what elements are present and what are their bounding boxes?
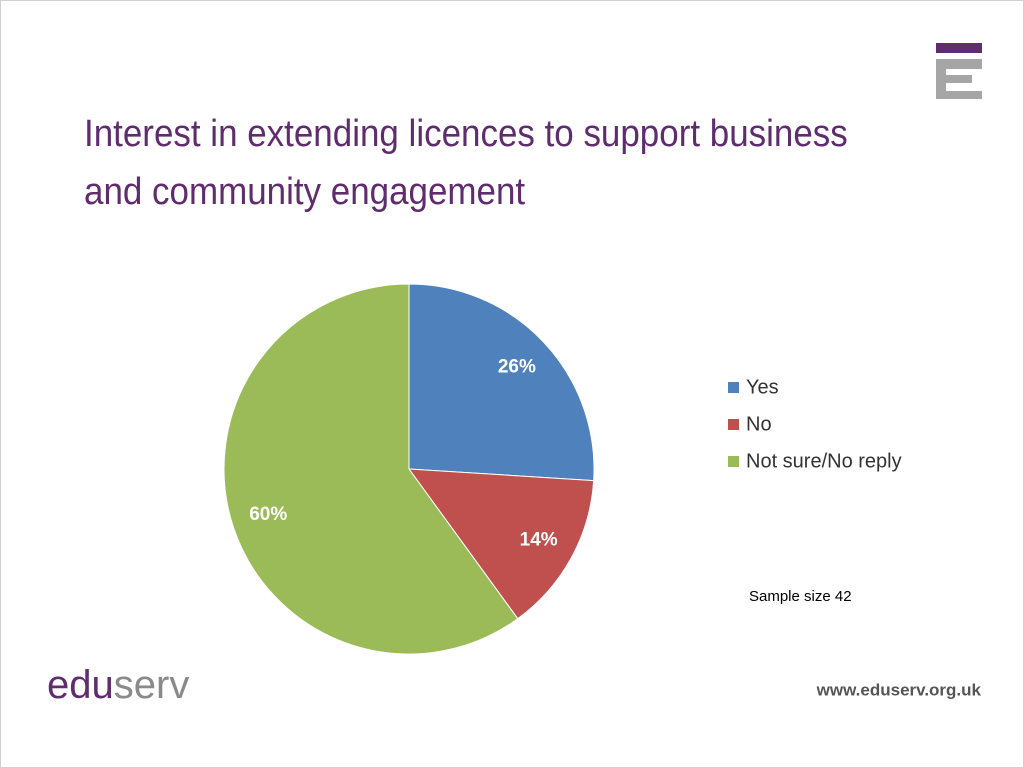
annotation: Sample size 42 [749,588,852,605]
data-label: 14% [520,529,558,550]
pie-slice [223,283,519,655]
url: www.eduserv.org.uk [816,680,982,699]
legend-label: Yes [746,376,779,398]
legend-swatch [728,419,739,430]
logo-part: edu [47,663,114,707]
legend-swatch [728,382,739,393]
logo-part: serv [114,663,190,707]
logo: eduserv [47,663,189,707]
legend-label: No [746,413,772,435]
data-label: 60% [249,504,287,525]
data-label: 26% [498,357,536,378]
pie-slice [408,283,595,482]
brand-mark [936,43,982,99]
legend-swatch [728,456,739,467]
pie-slice [407,468,595,620]
chart-title: Interest in extending licences to suppor… [84,113,848,213]
legend-label: Not sure/No reply [746,450,902,472]
